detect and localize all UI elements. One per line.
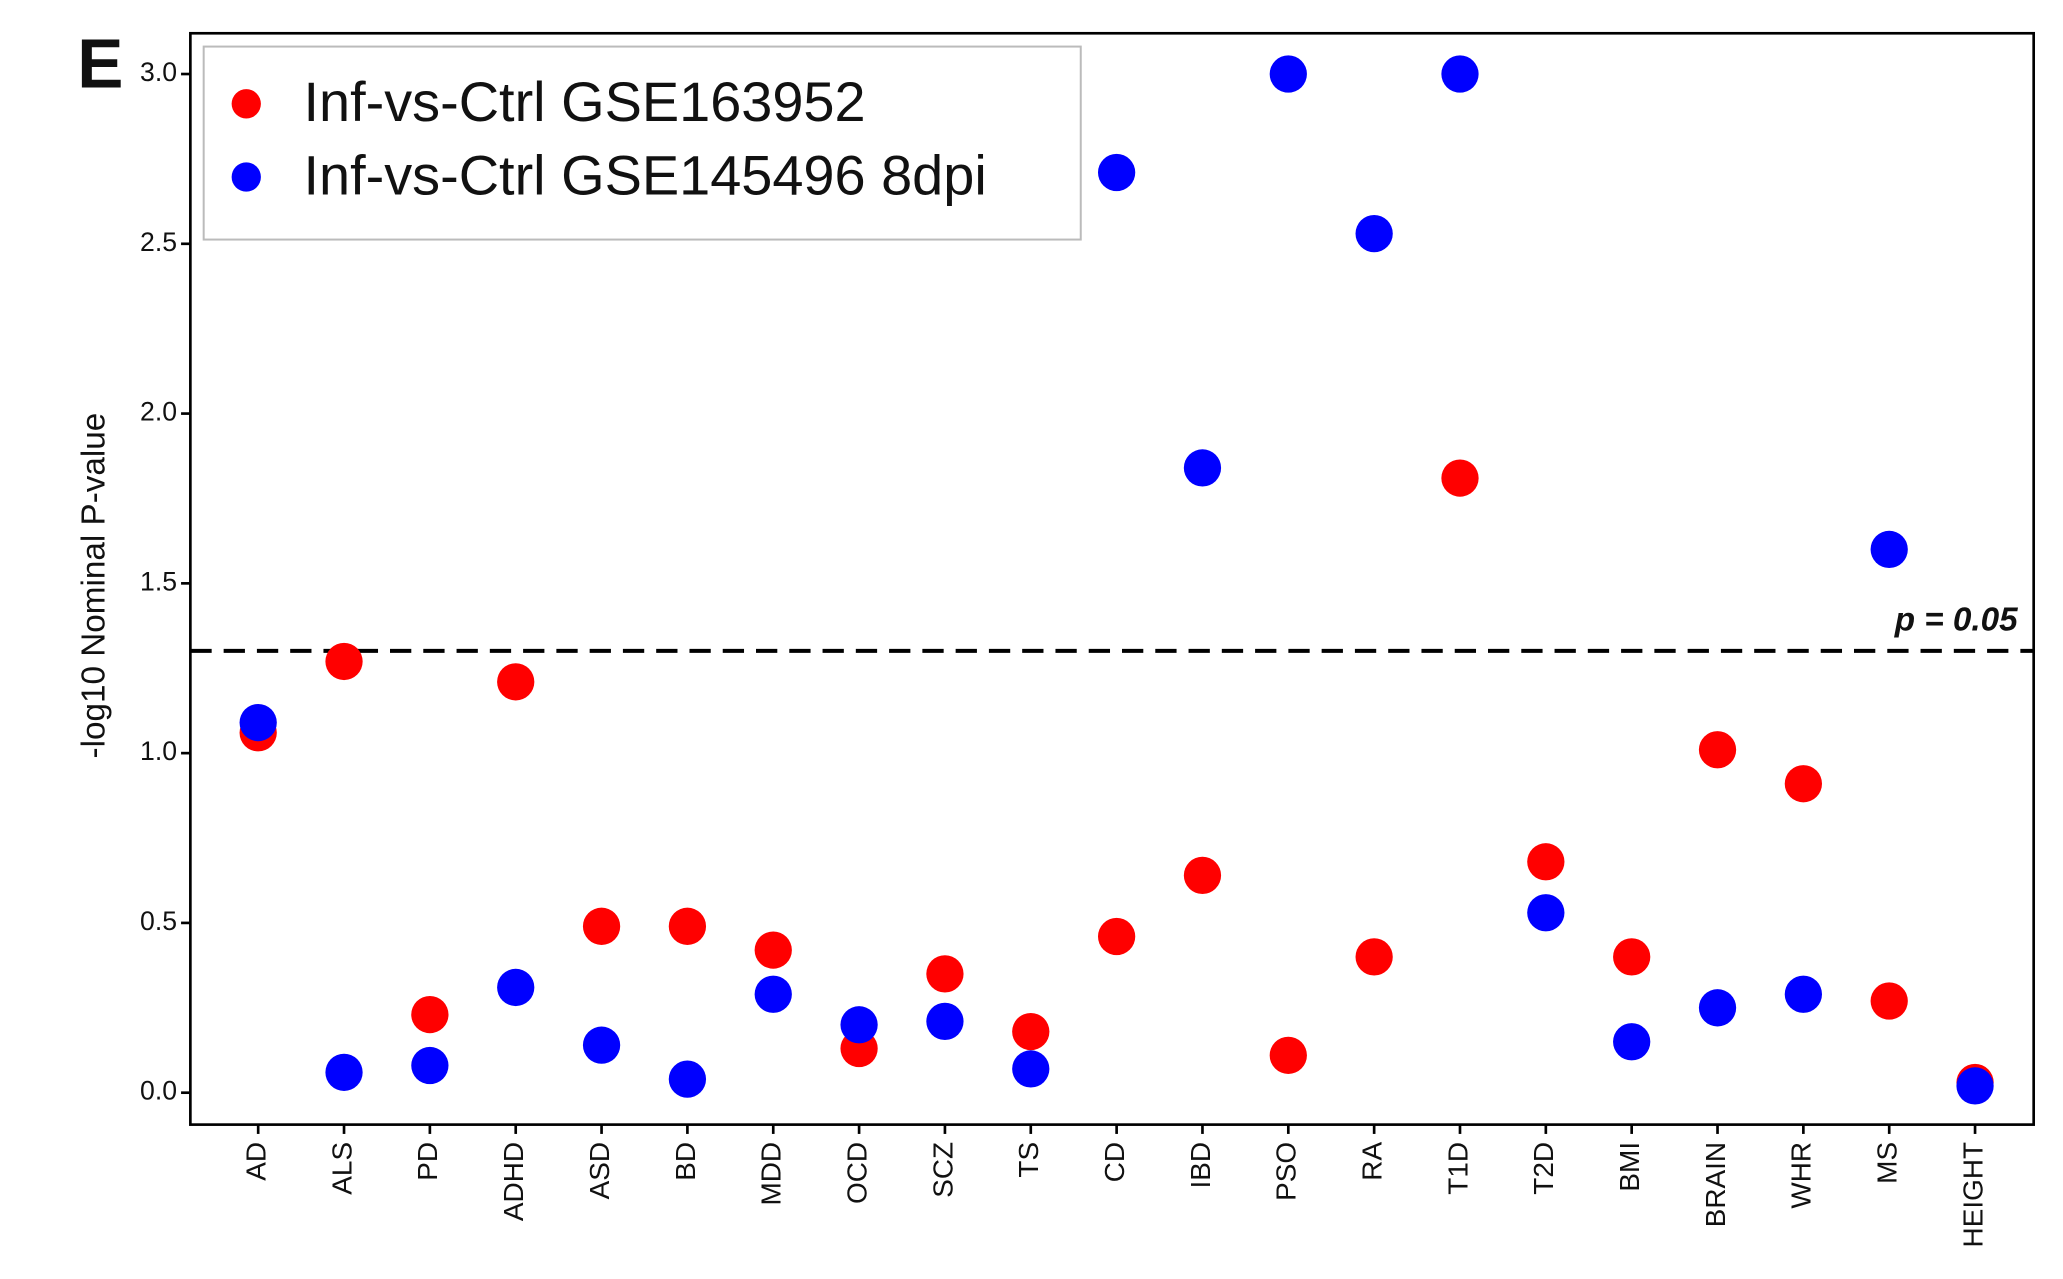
x-tick-label: ALS: [326, 1142, 357, 1195]
x-tick-label: MS: [1872, 1142, 1903, 1184]
data-point: [1355, 938, 1393, 976]
x-tick-label: WHR: [1786, 1142, 1817, 1209]
y-tick-label: 1.0: [140, 736, 177, 766]
data-point: [1870, 982, 1908, 1020]
plot-frame: [189, 31, 2036, 1126]
data-point: [411, 1046, 449, 1085]
data-point: [582, 907, 621, 945]
y-tick-label: 3.0: [140, 57, 177, 87]
data-point: [754, 931, 792, 969]
data-point: [325, 1053, 363, 1091]
data-point: [1870, 530, 1908, 569]
x-tick-label: T2D: [1528, 1142, 1559, 1195]
y-tick-label: 0.5: [140, 906, 177, 936]
x-tick-label: T1D: [1442, 1142, 1473, 1195]
x-tick-label: ADHD: [498, 1142, 529, 1221]
x-tick-label: CD: [1099, 1142, 1130, 1182]
data-point: [1784, 975, 1822, 1013]
y-axis-label: -log10 Nominal P-value: [76, 413, 113, 759]
data-point: [582, 1026, 621, 1064]
data-point: [1355, 214, 1393, 253]
x-tick-label: IBD: [1185, 1142, 1216, 1189]
x-tick-label: BD: [670, 1142, 701, 1181]
data-point: [1269, 55, 1307, 93]
x-tick-label: RA: [1357, 1142, 1388, 1181]
legend-marker: [231, 162, 261, 192]
data-point: [926, 955, 964, 993]
x-tick-label: AD: [241, 1142, 272, 1181]
legend-label: Inf-vs-Ctrl GSE163952: [303, 70, 865, 133]
data-point: [1012, 1050, 1050, 1088]
panel-label: E: [77, 24, 123, 102]
data-point: [1784, 765, 1822, 803]
data-point: [926, 1002, 964, 1041]
threshold-label: p = 0.05: [1894, 601, 2018, 638]
legend-box: [202, 45, 1082, 241]
data-point: [239, 703, 277, 742]
y-tick-label: 2.5: [140, 227, 177, 257]
legend-marker: [231, 89, 261, 119]
x-tick-label: PD: [412, 1142, 443, 1181]
data-point: [1269, 1036, 1307, 1074]
data-point: [411, 995, 449, 1034]
data-point: [1097, 153, 1136, 192]
data-point: [1698, 989, 1737, 1027]
data-point: [1956, 1067, 1994, 1105]
data-point: [1183, 449, 1222, 487]
legend-label: Inf-vs-Ctrl GSE145496 8dpi: [303, 143, 986, 206]
data-point: [1527, 843, 1565, 881]
data-point: [1613, 938, 1651, 976]
data-point: [497, 968, 535, 1007]
data-point: [668, 907, 707, 945]
y-tick-label: 2.0: [140, 397, 177, 427]
data-point: [1527, 894, 1565, 932]
x-tick-label: PSO: [1271, 1142, 1302, 1201]
x-tick-label: TS: [1013, 1142, 1044, 1178]
data-point: [1441, 55, 1479, 93]
data-point: [668, 1060, 707, 1098]
y-tick-label: 1.5: [140, 566, 177, 596]
x-tick-label: BMI: [1614, 1142, 1645, 1192]
data-point: [1698, 731, 1737, 769]
x-tick-label: OCD: [841, 1142, 872, 1204]
data-point: [754, 975, 792, 1013]
data-point: [497, 663, 535, 701]
data-point: [1613, 1023, 1651, 1061]
data-point: [325, 642, 363, 681]
x-tick-label: HEIGHT: [1957, 1142, 1988, 1248]
data-point: [1183, 856, 1222, 895]
x-tick-label: MDD: [756, 1142, 787, 1206]
data-point: [1097, 917, 1136, 956]
data-point: [840, 1006, 878, 1044]
data-point: [1012, 1012, 1050, 1051]
data-point: [1441, 459, 1479, 497]
x-tick-label: BRAIN: [1700, 1142, 1731, 1227]
x-tick-label: ASD: [584, 1142, 615, 1199]
y-tick-label: 0.0: [140, 1076, 177, 1106]
x-tick-label: SCZ: [927, 1142, 958, 1198]
